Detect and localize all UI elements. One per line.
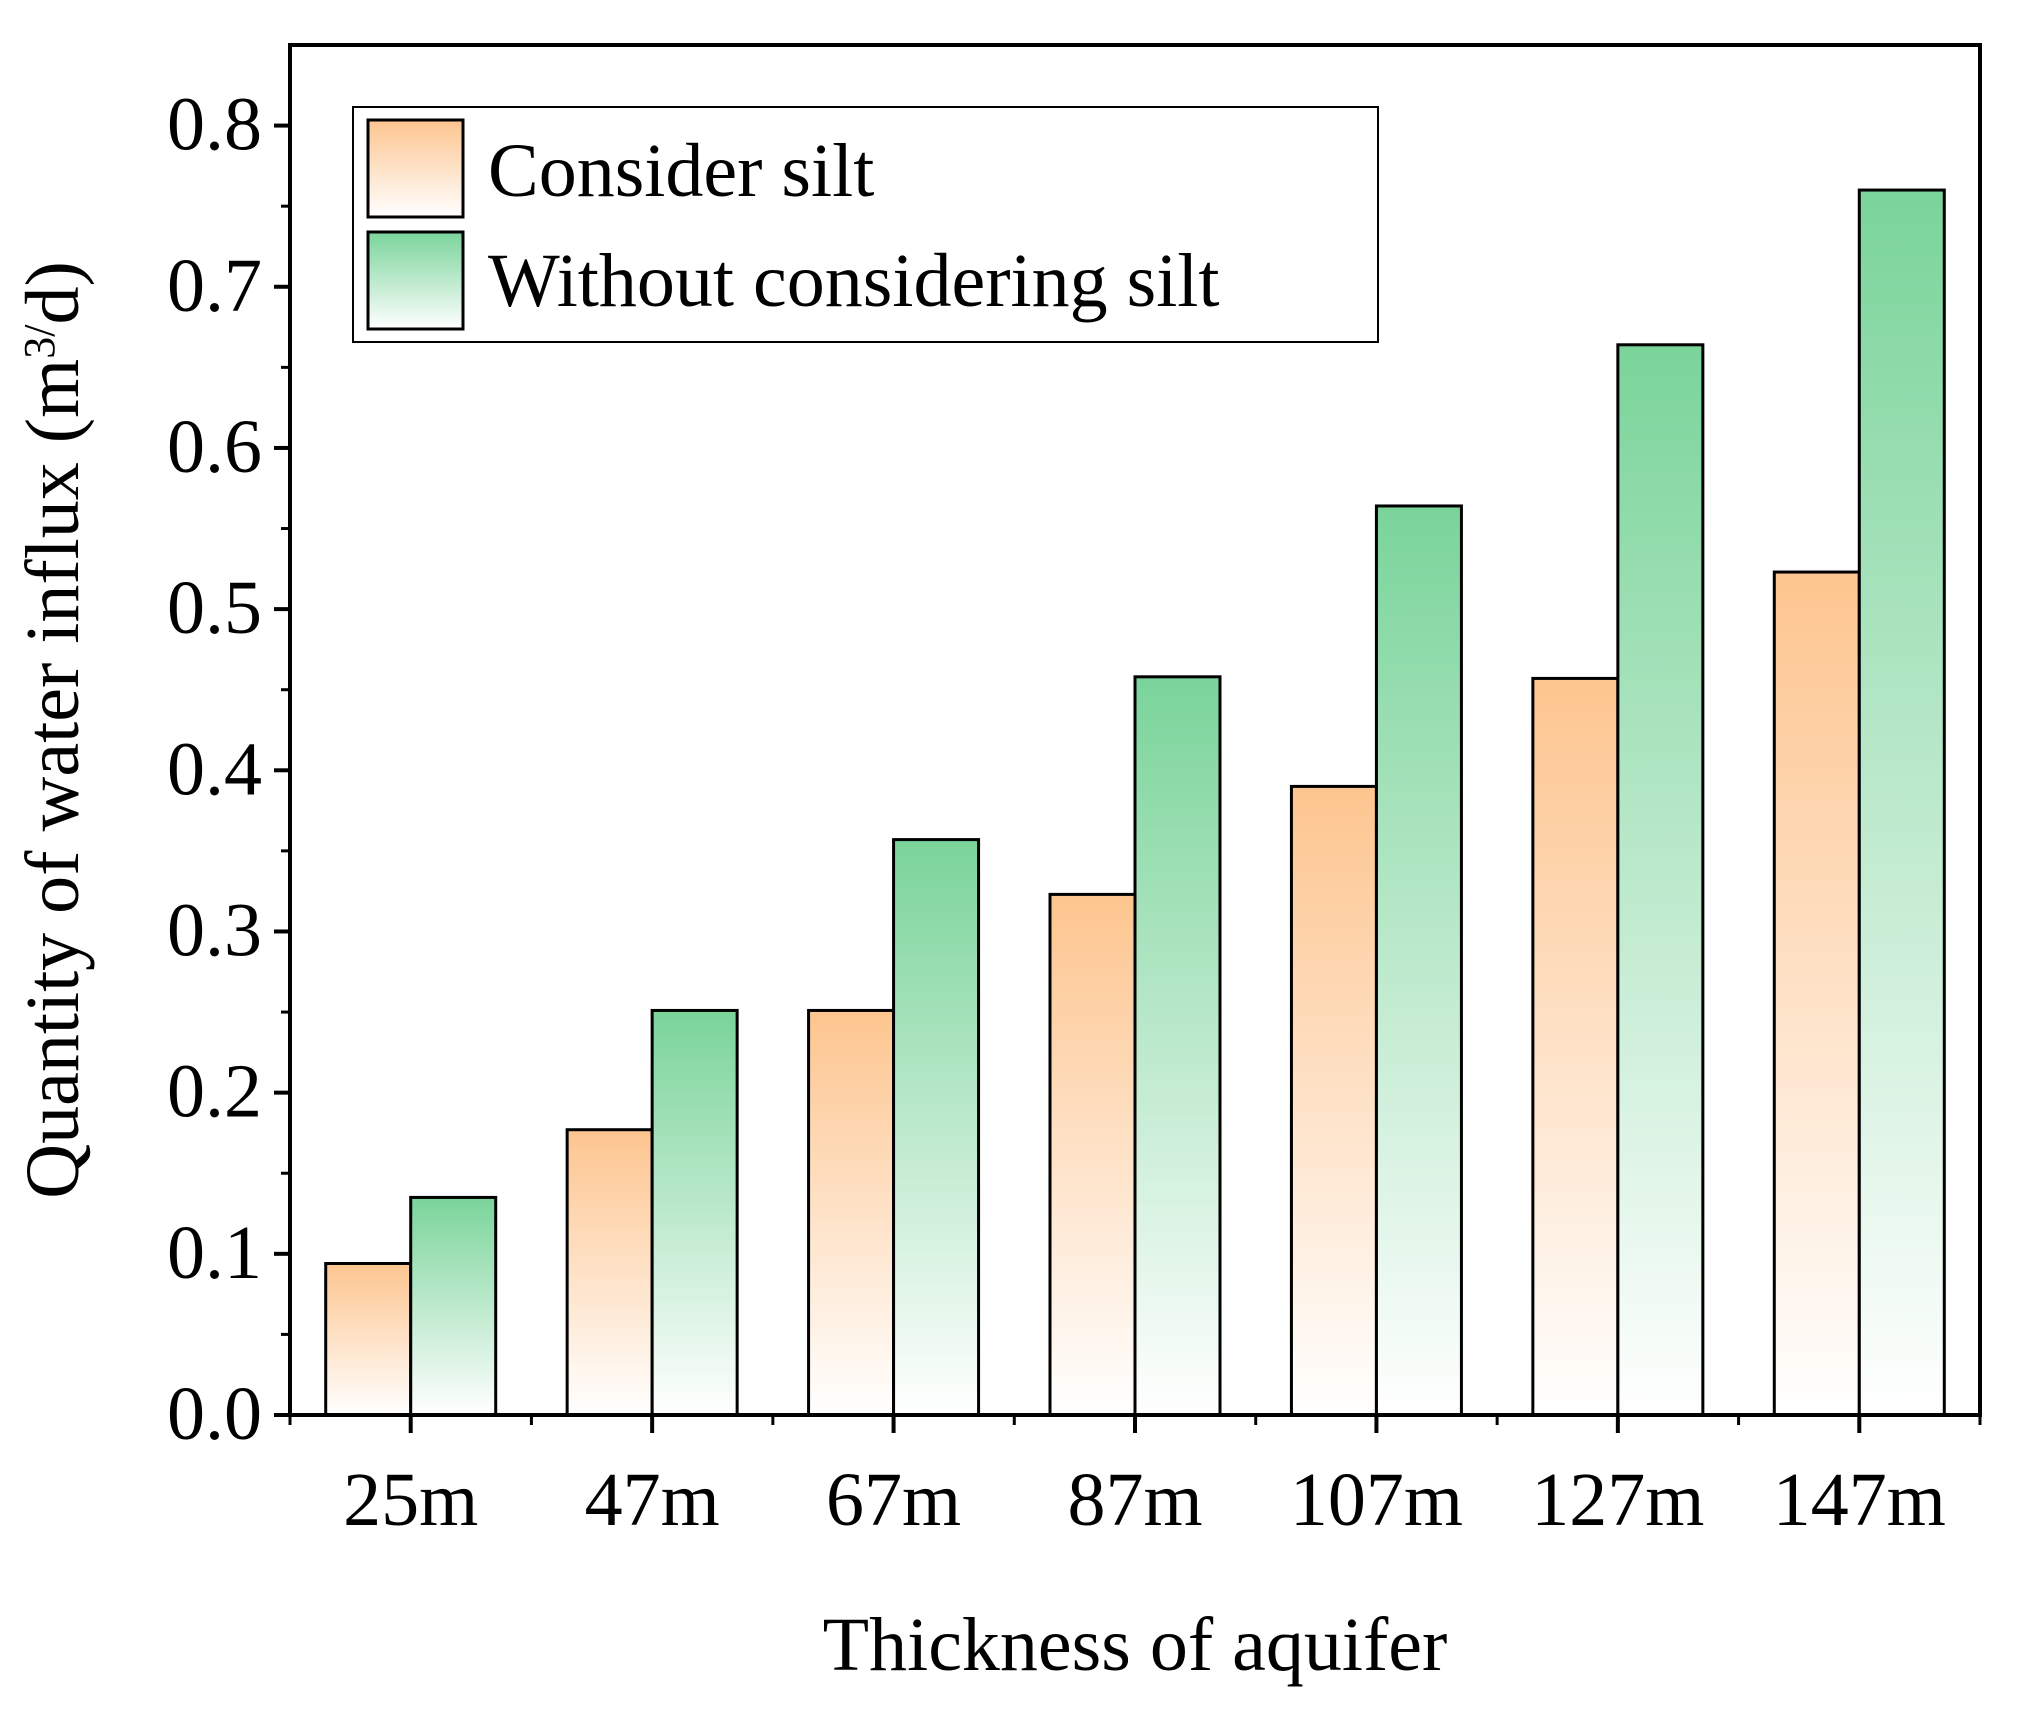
y-tick-label: 0.0 [167,1372,262,1456]
legend-swatch-consider-silt [366,118,465,219]
y-axis: 0.0 0.1 0.2 0.3 0.4 0.5 0.6 0.7 0.8 [167,83,290,1456]
bar-consider-silt-87m [1048,892,1137,1417]
legend-label-consider-silt: Consider silt [488,129,874,213]
bar-without-considering-silt-25m [409,1195,498,1417]
x-tick-label: 25m [343,1458,478,1542]
x-axis-title: Thickness of aquifer [823,1603,1448,1687]
x-tick-label: 107m [1290,1458,1463,1542]
bar-consider-silt-127m [1531,676,1620,1417]
y-axis-title-main: Quantity of water influx (m [11,359,95,1199]
legend: Consider silt Without considering silt [352,106,1379,343]
x-tick-label: 87m [1067,1458,1202,1542]
x-tick-label: 67m [826,1458,961,1542]
bar-without-considering-silt-67m [892,838,981,1417]
bars-layer [324,188,1946,1417]
legend-swatch-without-considering-silt [366,230,465,331]
bar-consider-silt-107m [1289,784,1378,1417]
x-axis: 25m 47m 67m 87m 107m 127m 147m [288,1415,1982,1542]
x-tick-label: 127m [1531,1458,1704,1542]
y-axis-title: Quantity of water influx (m3/d) [11,261,95,1199]
bar-consider-silt-147m [1772,570,1861,1417]
y-tick-label: 0.8 [167,83,262,167]
bar-consider-silt-47m [565,1128,654,1417]
y-axis-title-sup: 3/ [15,324,64,359]
x-tick-label: 147m [1773,1458,1946,1542]
x-tick-label: 47m [585,1458,720,1542]
bar-consider-silt-67m [807,1008,896,1417]
bar-without-considering-silt-87m [1133,675,1222,1417]
bar-without-considering-silt-127m [1616,343,1705,1417]
bar-consider-silt-25m [324,1261,413,1417]
bar-without-considering-silt-107m [1374,504,1463,1417]
bar-without-considering-silt-47m [650,1008,739,1417]
bar-without-considering-silt-147m [1857,188,1946,1417]
y-tick-label: 0.2 [167,1050,262,1134]
y-tick-label: 0.5 [167,566,262,650]
y-tick-label: 0.1 [167,1211,262,1295]
y-tick-label: 0.4 [167,727,262,811]
legend-box [352,106,1379,343]
y-tick-label: 0.3 [167,888,262,972]
legend-label-without-considering-silt: Without considering silt [488,239,1220,323]
y-tick-label: 0.6 [167,405,262,489]
y-tick-label: 0.7 [167,244,262,328]
y-axis-title-tail: d) [11,261,95,324]
